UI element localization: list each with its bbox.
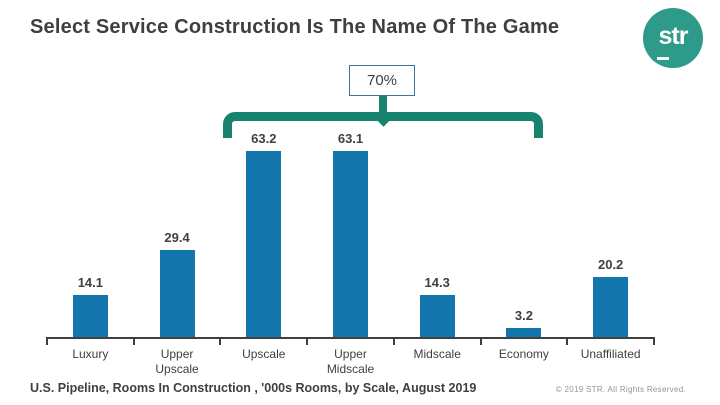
category-label: Upper Midscale [326, 347, 375, 376]
axis-tick [132, 337, 135, 345]
value-label: 29.4 [164, 230, 190, 245]
bar-upper-upscale [159, 250, 195, 337]
axis-tick [479, 337, 482, 345]
value-label: 63.2 [251, 131, 277, 146]
annotation-callout: 70% [349, 65, 415, 96]
value-label: 14.1 [77, 275, 103, 290]
axis-tick [566, 337, 569, 345]
bar-midscale [419, 295, 455, 337]
category-label: Midscale [413, 347, 461, 361]
bar-upscale [246, 151, 282, 337]
value-label: 14.3 [424, 275, 450, 290]
category-label: Luxury [72, 347, 109, 361]
str-logo-icon: str [643, 8, 703, 68]
category-label: Unaffiliated [580, 347, 641, 361]
category-label: Upper Upscale [155, 347, 199, 376]
axis-tick [392, 337, 395, 345]
axis-tick [306, 337, 309, 345]
axis-tick [46, 337, 48, 345]
value-label: 63.1 [337, 131, 364, 146]
page-title: Select Service Construction Is The Name … [30, 16, 560, 38]
bar-upper-midscale [333, 151, 368, 337]
annotation-stem [379, 96, 387, 114]
category-label: Upscale [242, 347, 286, 361]
str-logo-underline [657, 57, 669, 60]
x-axis [47, 337, 654, 339]
value-label: 3.2 [514, 308, 533, 323]
str-logo-text: str [658, 22, 689, 50]
footer-caption: U.S. Pipeline, Rooms In Construction , '… [30, 381, 477, 395]
copyright: © 2019 STR. All Rights Reserved. [555, 385, 686, 394]
value-label: 20.2 [597, 257, 624, 272]
bar-economy [506, 328, 542, 337]
bar-unaffiliated [593, 277, 629, 337]
bracket [223, 112, 543, 138]
category-label: Economy [498, 347, 549, 361]
axis-tick [219, 337, 222, 345]
axis-tick [653, 337, 655, 345]
bar-luxury [72, 295, 108, 337]
